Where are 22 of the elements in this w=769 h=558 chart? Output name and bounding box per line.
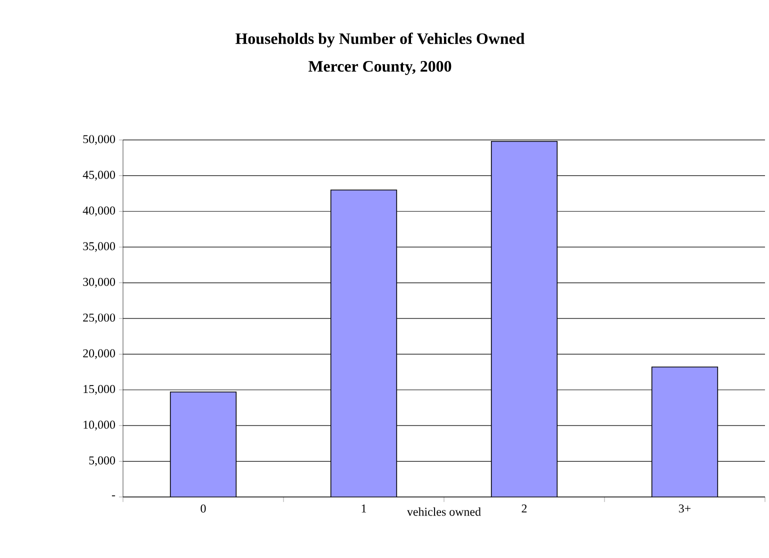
- bar: [651, 366, 718, 497]
- x-tick-label: 0: [200, 504, 206, 513]
- y-tick-label: 15,000: [84, 384, 116, 395]
- x-tick-label: 2: [522, 504, 527, 512]
- y-tick-label: 35,000: [83, 242, 116, 252]
- y-tick-label: 30,000: [83, 278, 116, 288]
- y-tick-label: 5,000: [89, 456, 116, 466]
- y-tick-label: 20,000: [83, 349, 116, 360]
- y-tick-label: 50,000: [83, 135, 116, 145]
- bar: [330, 190, 398, 497]
- chart-title: Households by Number of Vehicles Owned: [236, 32, 525, 48]
- y-tick-label: 10,000: [84, 420, 116, 430]
- x-tick-label: 1: [362, 504, 366, 512]
- y-tick-label: 25,000: [83, 314, 116, 324]
- bar: [170, 392, 237, 497]
- bar: [490, 141, 558, 497]
- x-tick-label: 3+: [678, 504, 691, 513]
- chart-subtitle: Mercer County, 2000: [308, 60, 452, 76]
- y-tick-label: 40,000: [82, 206, 116, 216]
- y-tick-label: -: [112, 495, 116, 496]
- y-tick-label: 45,000: [82, 170, 116, 181]
- x-axis-title: vehicles owned: [406, 507, 481, 516]
